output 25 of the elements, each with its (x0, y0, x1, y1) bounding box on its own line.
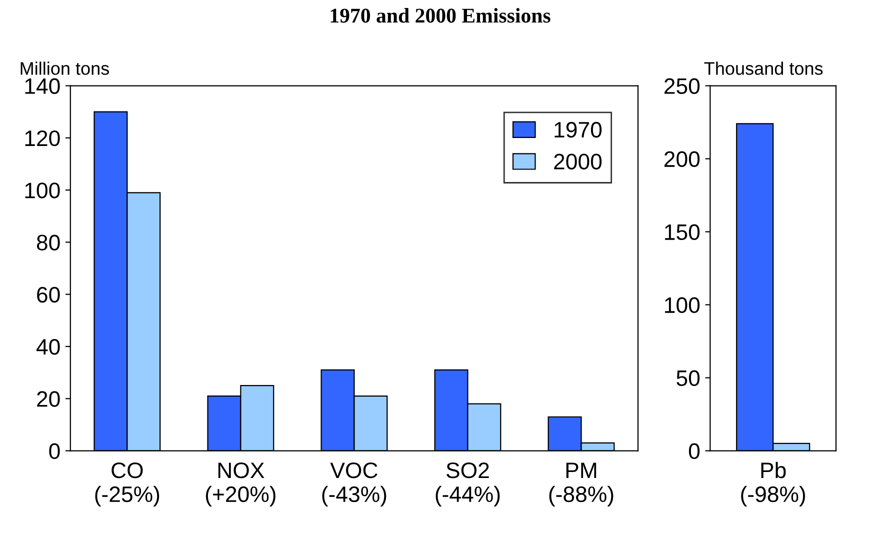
y-tick-label: 140 (25, 78, 60, 94)
x-tick-label: SO2 (-44%) (436, 462, 500, 507)
x-tick-label: NOX (+20%) (206, 462, 276, 507)
y-tick-label: 100 (25, 182, 60, 198)
y-tick-label: 250 (664, 78, 700, 94)
y-tick-label: 80 (36, 234, 60, 250)
x-tick-label: Pb (-98%) (741, 462, 806, 507)
x-tick-label: VOC (-43%) (322, 462, 386, 507)
y-tick-label: 0 (49, 443, 60, 460)
y-axis-title: Million tons (20, 62, 109, 75)
y-tick-label: 20 (37, 391, 60, 407)
y-tick-label: 150 (665, 224, 700, 240)
chart-title: 1970 and 2000 Emissions (330, 8, 550, 23)
legend-label: 1970 (554, 122, 602, 138)
x-tick-label: CO (-25%) (95, 462, 160, 507)
legend-label: 2000 (554, 154, 602, 170)
y-tick-label: 40 (36, 339, 60, 355)
y-tick-label: 0 (688, 443, 700, 460)
x-tick-label: PM (-88%) (549, 462, 614, 507)
y-tick-label: 100 (665, 297, 700, 314)
y-axis-title: Thousand tons (704, 62, 823, 75)
y-tick-label: 200 (664, 151, 700, 168)
y-tick-label: 50 (676, 370, 700, 386)
y-tick-label: 60 (37, 286, 60, 303)
y-tick-label: 120 (25, 130, 60, 146)
